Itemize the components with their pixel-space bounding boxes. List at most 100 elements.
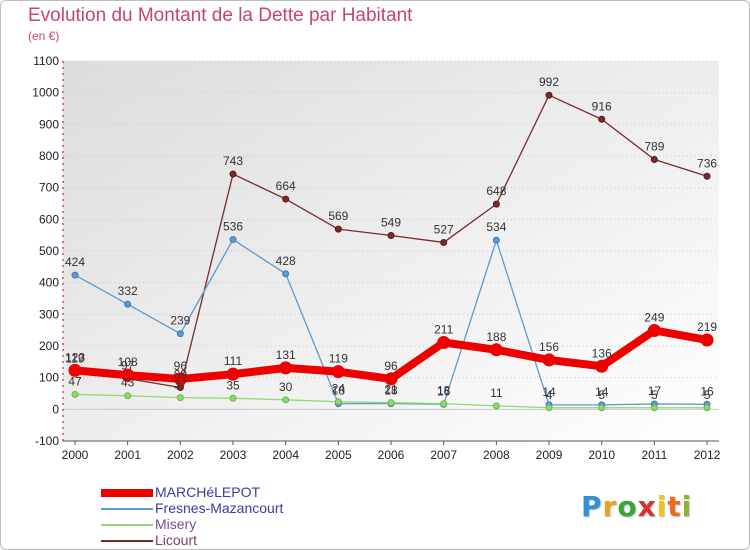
x-tick-label: 2004 — [272, 448, 299, 462]
data-label: 16 — [700, 384, 714, 398]
y-tick-label: 200 — [39, 339, 59, 353]
data-point — [71, 390, 79, 398]
x-tick-label: 2001 — [114, 448, 141, 462]
data-label: 736 — [697, 156, 717, 170]
data-point — [121, 368, 135, 382]
data-point — [331, 365, 345, 379]
data-point — [282, 195, 290, 203]
data-label: 156 — [539, 340, 559, 354]
data-point — [282, 396, 290, 404]
data-label: 24 — [332, 382, 346, 396]
legend-label: Fresnes-Mazancourt — [155, 500, 284, 516]
data-label: 743 — [223, 154, 243, 168]
data-point — [492, 236, 500, 244]
data-point — [542, 353, 556, 367]
logo-letter: t — [667, 490, 682, 523]
data-label: 69 — [174, 367, 188, 381]
legend-swatch — [101, 524, 153, 526]
legend-swatch — [101, 540, 153, 542]
data-label: 11 — [490, 386, 503, 400]
logo-letter: o — [617, 490, 638, 523]
data-label: 527 — [434, 222, 454, 236]
x-tick-label: 2006 — [378, 448, 405, 462]
chart-subtitle: (en €) — [28, 29, 60, 43]
data-point — [229, 394, 237, 402]
data-point — [279, 361, 293, 375]
x-tick-label: 2009 — [536, 448, 563, 462]
data-point — [440, 400, 448, 408]
data-label: 789 — [644, 139, 664, 153]
chart-title: Evolution du Montant de la Dette par Hab… — [28, 5, 413, 26]
data-point — [334, 398, 342, 406]
data-point — [650, 155, 658, 163]
logo-letter: P — [581, 490, 603, 523]
data-label: 916 — [592, 99, 612, 113]
data-label: 239 — [170, 314, 190, 328]
data-label: 96 — [174, 359, 188, 373]
data-point — [124, 392, 132, 400]
logo-letter: r — [602, 490, 618, 523]
x-tick-label: 2005 — [325, 448, 352, 462]
data-point — [492, 200, 500, 208]
data-label: 664 — [276, 179, 296, 193]
data-point — [226, 367, 240, 381]
data-label: 534 — [486, 220, 506, 234]
data-label: 5 — [651, 388, 658, 402]
data-label: 536 — [223, 220, 243, 234]
data-point — [282, 270, 290, 278]
data-label: 569 — [328, 209, 348, 223]
data-point — [440, 238, 448, 246]
data-point — [492, 402, 500, 410]
legend-swatch — [101, 489, 153, 497]
data-label: 119 — [65, 352, 84, 366]
data-point — [334, 225, 342, 233]
y-tick-label: 400 — [39, 276, 59, 290]
legend-label: MARCHéLEPOT — [155, 484, 261, 500]
data-point — [700, 333, 714, 347]
y-tick-label: 700 — [39, 181, 59, 195]
data-label: 16 — [437, 384, 451, 398]
data-point — [545, 91, 553, 99]
data-point — [229, 236, 237, 244]
y-tick-label: 1100 — [33, 54, 59, 68]
data-label: 123 — [65, 350, 85, 364]
y-tick-label: 0 — [52, 402, 59, 416]
x-tick-label: 2010 — [588, 448, 615, 462]
data-label: 188 — [486, 330, 506, 344]
data-label: 424 — [65, 255, 85, 269]
data-label: 4 — [546, 388, 553, 402]
data-label: 108 — [118, 355, 138, 369]
data-point — [598, 115, 606, 123]
data-label: 18 — [437, 384, 451, 398]
data-label: 428 — [276, 254, 296, 268]
data-point — [595, 359, 609, 373]
data-label: 17 — [648, 384, 662, 398]
data-label: 14 — [595, 385, 609, 399]
data-label: 249 — [644, 310, 664, 324]
y-tick-label: 300 — [39, 307, 59, 321]
y-tick-label: 800 — [39, 149, 59, 163]
data-label: 332 — [118, 284, 138, 298]
data-label: 47 — [68, 374, 82, 388]
data-label: 648 — [486, 184, 506, 198]
data-label: 5 — [704, 388, 711, 402]
data-label: 131 — [276, 348, 296, 362]
data-point — [703, 404, 711, 412]
logo-letter: i — [656, 490, 668, 523]
logo-letter: i — [681, 490, 693, 523]
data-label: 96 — [384, 359, 398, 373]
data-point — [176, 394, 184, 402]
data-label: 37 — [174, 378, 188, 392]
data-point — [384, 372, 398, 386]
data-point — [545, 404, 553, 412]
data-point — [489, 343, 503, 357]
data-point — [229, 170, 237, 178]
x-tick-label: 2002 — [167, 448, 194, 462]
data-label: 549 — [381, 215, 401, 229]
y-tick-label: 900 — [39, 117, 59, 131]
data-point — [71, 271, 79, 279]
data-label: 18 — [332, 384, 346, 398]
legend-swatch — [101, 508, 153, 510]
data-point — [68, 363, 82, 377]
